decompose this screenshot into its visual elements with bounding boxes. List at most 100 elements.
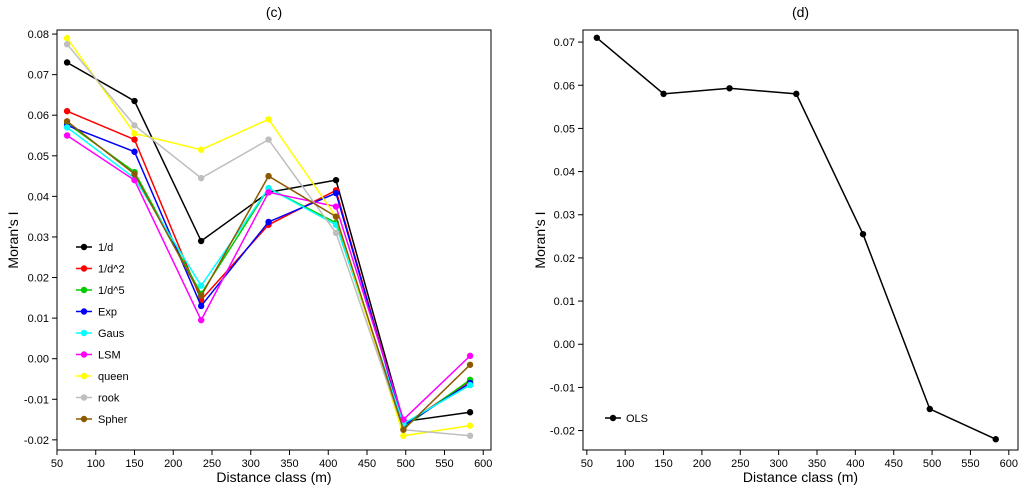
y-tick-label: 0.00	[28, 354, 49, 366]
data-point	[197, 292, 205, 299]
data-point	[726, 85, 733, 92]
series-ols	[593, 34, 999, 443]
x-tick-label: 150	[654, 458, 672, 470]
legend-label: OLS	[626, 413, 648, 425]
data-point	[265, 218, 272, 226]
data-point	[466, 381, 474, 389]
y-axis-label: Moran's I	[5, 211, 21, 268]
panel-c: (c) 50 100 150 200 250 300 350 400 450 500 550 600 -0…	[5, 4, 492, 485]
legend-label: queen	[98, 371, 129, 383]
legend-label: Exp	[98, 307, 117, 319]
data-point	[265, 116, 272, 123]
y-tick-label: 0.01	[554, 296, 575, 308]
panel-title: (d)	[792, 4, 809, 20]
y-tick-label: 0.02	[554, 253, 575, 265]
y-tick-label: 0.07	[554, 37, 575, 49]
x-tick-label: 50	[51, 458, 63, 470]
y-tick-label: 0.02	[28, 273, 49, 285]
x-tick-label: 450	[358, 458, 376, 470]
y-tick-label: -0.01	[550, 382, 575, 394]
legend-label: 1/d	[98, 242, 113, 254]
y-axis-label: Moran's I	[532, 211, 548, 268]
legend: 1/d 1/d^2 1/d^5 Exp Gaus LSM queen rook Spher	[76, 242, 129, 426]
legend-label: LSM	[98, 350, 121, 362]
x-tick-label: 400	[846, 458, 864, 470]
y-tick-label: 0.01	[28, 313, 49, 325]
data-point	[197, 302, 205, 310]
legend-marker	[609, 414, 617, 422]
y-tick-label: 0.03	[28, 232, 49, 244]
y-tick-label: -0.01	[24, 394, 49, 406]
y-tick-label: 0.08	[28, 29, 49, 41]
series-lsm	[63, 132, 474, 423]
data-point	[63, 59, 71, 66]
x-tick-label: 600	[1000, 458, 1018, 470]
data-point	[131, 148, 138, 155]
data-point	[131, 176, 138, 184]
panel-title: (c)	[266, 4, 282, 20]
x-tick-label: 100	[616, 458, 634, 470]
data-point	[466, 361, 474, 368]
x-tick-label: 600	[474, 458, 492, 470]
data-point	[400, 426, 407, 433]
data-point	[332, 189, 340, 197]
x-tick-label: 100	[87, 458, 105, 470]
legend-marker	[80, 394, 88, 401]
series-queen	[63, 34, 474, 439]
legend-label: Gaus	[98, 328, 125, 340]
data-point	[332, 229, 340, 237]
data-point	[197, 146, 205, 153]
x-tick-label: 550	[961, 458, 979, 470]
data-point	[197, 174, 205, 182]
x-tick-label: 500	[923, 458, 941, 470]
data-point	[466, 409, 474, 416]
x-axis-label: Distance class (m)	[216, 469, 331, 485]
data-point	[131, 170, 138, 178]
x-tick-label: 350	[280, 458, 298, 470]
x-tick-label: 550	[435, 458, 453, 470]
y-tick-label: 0.04	[554, 167, 575, 179]
data-point	[197, 237, 205, 245]
x-tick-label: 200	[164, 458, 182, 470]
legend-marker	[80, 415, 88, 423]
data-point	[265, 189, 272, 196]
y-tick-label: 0.03	[554, 210, 575, 222]
legend-marker	[80, 243, 88, 251]
data-point	[793, 90, 800, 98]
x-tick-label: 250	[203, 458, 221, 470]
legend-marker	[80, 351, 88, 358]
y-tick-label: 0.05	[554, 123, 575, 135]
data-point	[466, 352, 474, 360]
data-point	[660, 90, 667, 98]
y-tick-label: 0.07	[28, 70, 49, 82]
data-point	[466, 432, 474, 439]
plot-frame	[582, 29, 1019, 451]
data-point	[332, 203, 340, 210]
data-point	[926, 405, 933, 413]
x-tick-label: 300	[242, 458, 260, 470]
legend-label: 1/d^2	[98, 264, 125, 276]
legend-marker	[80, 372, 88, 380]
data-point	[131, 136, 138, 143]
data-point	[400, 432, 407, 439]
data-point	[131, 97, 138, 105]
data-point	[400, 416, 407, 423]
legend-marker	[80, 308, 88, 315]
data-point	[859, 230, 867, 238]
x-tick-label: 450	[885, 458, 903, 470]
data-point	[332, 176, 340, 184]
y-tick-label: 0.04	[28, 191, 49, 203]
data-point	[63, 124, 71, 131]
data-point	[63, 118, 71, 125]
x-tick-label: 150	[125, 458, 143, 470]
data-point	[466, 422, 474, 429]
data-point	[63, 107, 71, 115]
x-tick-label: 300	[769, 458, 787, 470]
panel-d: (d) 50 100 150 200 250 300 350 400 450 500 550 600 -0…	[532, 4, 1019, 485]
data-point	[593, 34, 601, 41]
y-tick-label: 0.05	[28, 151, 49, 163]
data-point	[131, 122, 138, 129]
legend-marker	[80, 286, 88, 294]
